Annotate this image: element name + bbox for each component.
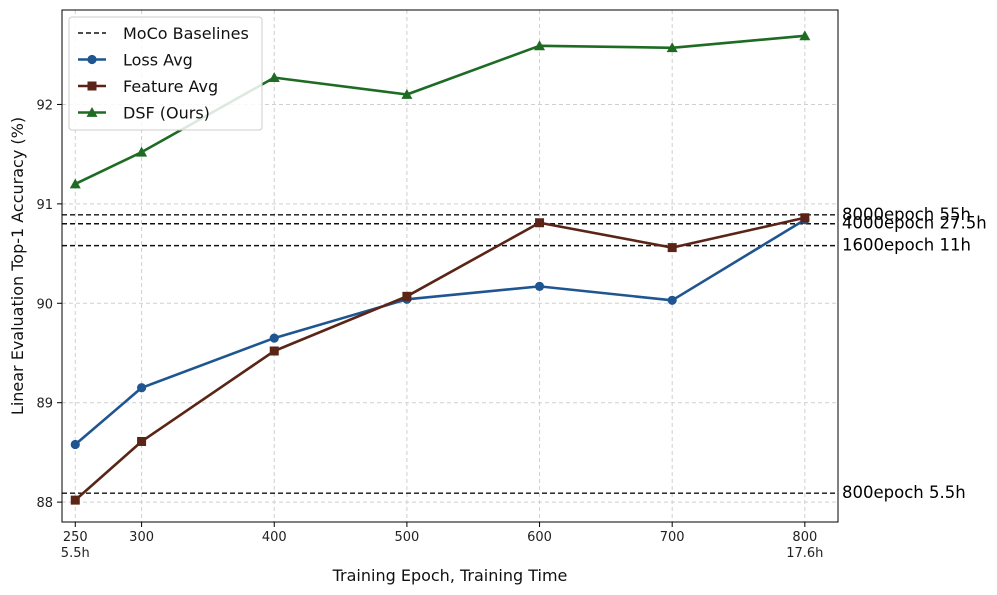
- feature-avg-point: [667, 243, 677, 253]
- y-tick-label: 88: [36, 496, 53, 511]
- legend-label: MoCo Baselines: [123, 24, 249, 43]
- baseline-label: 8000epoch 55h: [842, 205, 971, 224]
- x-tick-label: 250: [63, 530, 88, 545]
- dsf-point: [666, 42, 678, 53]
- x-tick-label: 800: [792, 530, 817, 545]
- dsf-point: [69, 178, 81, 189]
- y-axis-title: Linear Evaluation Top-1 Accuracy (%): [8, 117, 27, 415]
- baseline-label: 800epoch 5.5h: [842, 483, 966, 502]
- x-tick-label: 500: [394, 530, 419, 545]
- y-axis-ticks: 88 89 90 91 92: [36, 98, 62, 511]
- series-feature-avg: [70, 213, 810, 505]
- legend-label: DSF (Ours): [123, 104, 210, 123]
- feature-avg-point: [800, 213, 810, 223]
- x-tick-sublabel: 17.6h: [786, 546, 823, 561]
- loss-avg-point: [534, 281, 545, 291]
- legend-entries: MoCo Baselines Loss Avg Feature Avg DSF (Ou…: [78, 24, 249, 123]
- legend-entry: DSF (Ours): [78, 104, 210, 123]
- x-axis-title: Training Epoch, Training Time: [332, 566, 568, 585]
- loss-avg-point: [269, 333, 279, 343]
- legend-marker: [87, 81, 97, 91]
- feature-avg-point: [137, 436, 147, 446]
- x-tick-label: 400: [262, 530, 287, 545]
- dsf-point: [136, 146, 148, 157]
- loss-avg-point: [667, 295, 677, 305]
- feature-avg-point: [402, 291, 412, 301]
- legend-marker: [87, 54, 97, 65]
- feature-avg-line: [74, 216, 806, 502]
- x-tick-label: 600: [527, 530, 552, 545]
- plot-frame: [61, 9, 839, 523]
- legend-entry: Loss Avg: [78, 51, 193, 70]
- y-tick-label: 92: [36, 98, 53, 113]
- dsf-point: [799, 30, 811, 41]
- y-tick-label: 90: [36, 297, 53, 312]
- y-tick-label: 91: [36, 198, 53, 213]
- baseline-label: 1600epoch 11h: [842, 236, 971, 255]
- dsf-point: [534, 40, 546, 51]
- x-tick-label: 700: [660, 530, 685, 545]
- legend-box: [68, 16, 263, 131]
- loss-avg-point: [136, 383, 147, 393]
- y-tick-label: 89: [36, 397, 53, 412]
- loss-avg-point: [70, 439, 80, 450]
- x-tick-sublabel: 5.5h: [61, 546, 90, 561]
- legend-entry: MoCo Baselines: [78, 24, 249, 43]
- legend-label: Feature Avg: [123, 77, 218, 96]
- dsf-point: [268, 72, 280, 83]
- series-lines: [69, 30, 811, 505]
- legend: MoCo Baselines Loss Avg Feature Avg DSF (Ou…: [68, 16, 263, 131]
- baseline-label: 4000epoch 27.5h: [842, 214, 987, 233]
- feature-avg-point: [269, 346, 279, 356]
- feature-avg-point: [535, 218, 545, 228]
- legend-label: Loss Avg: [123, 51, 193, 70]
- dsf-point: [401, 89, 413, 99]
- moco-baselines: [62, 214, 838, 494]
- legend-entry: Feature Avg: [78, 77, 218, 96]
- feature-avg-point: [70, 495, 80, 505]
- x-tick-label: 300: [129, 530, 154, 545]
- series-dsf: [69, 30, 811, 189]
- legend-marker: [86, 107, 98, 117]
